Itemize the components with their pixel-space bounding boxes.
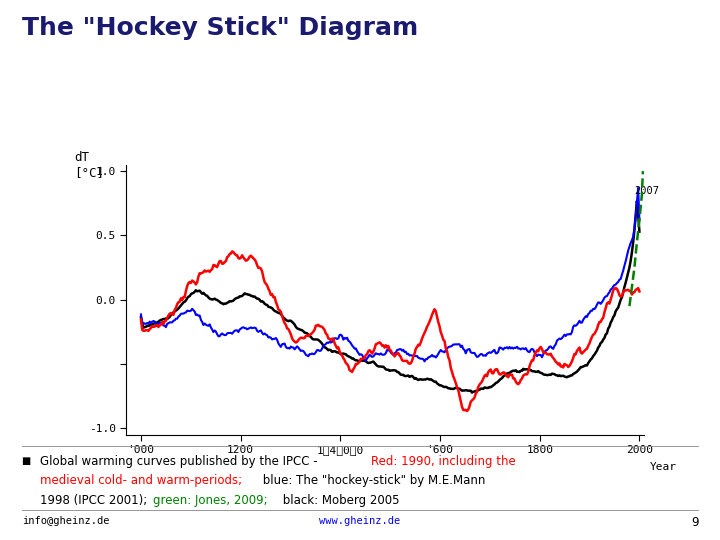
- Text: ■: ■: [22, 456, 31, 467]
- Text: www.gheinz.de: www.gheinz.de: [320, 516, 400, 526]
- Text: 9: 9: [691, 516, 698, 529]
- Text: black: Moberg 2005: black: Moberg 2005: [279, 494, 400, 507]
- Text: green: Jones, 2009;: green: Jones, 2009;: [153, 494, 268, 507]
- Text: 2007: 2007: [634, 186, 660, 196]
- Text: Red: 1990, including the: Red: 1990, including the: [371, 455, 516, 468]
- Text: dT
[°C]: dT [°C]: [74, 151, 104, 179]
- Text: info@gheinz.de: info@gheinz.de: [22, 516, 109, 526]
- Text: blue: The "hockey-stick" by M.E.Mann: blue: The "hockey-stick" by M.E.Mann: [259, 474, 485, 487]
- Text: medieval cold- and warm-periods;: medieval cold- and warm-periods;: [40, 474, 242, 487]
- Text: 1998 (IPCC 2001);: 1998 (IPCC 2001);: [40, 494, 150, 507]
- Text: The "Hockey Stick" Diagram: The "Hockey Stick" Diagram: [22, 16, 418, 40]
- Text: Year: Year: [649, 462, 677, 472]
- Text: Global warming curves published by the IPCC -: Global warming curves published by the I…: [40, 455, 321, 468]
